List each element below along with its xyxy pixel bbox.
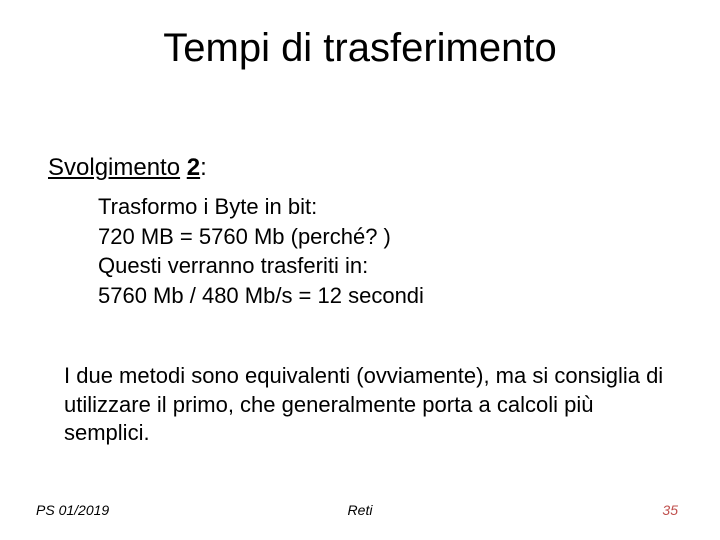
body-lines: Trasformo i Byte in bit: 720 MB = 5760 M… [98,192,424,311]
slide: Tempi di trasferimento Svolgimento 2: Tr… [0,0,720,540]
body-line: 720 MB = 5760 Mb (perché? ) [98,222,424,252]
body-line: 5760 Mb / 480 Mb/s = 12 secondi [98,281,424,311]
section-colon: : [200,154,207,181]
body-line: Questi verranno trasferiti in: [98,251,424,281]
slide-title: Tempi di trasferimento [0,26,720,71]
footer: PS 01/2019 Reti 35 [0,498,720,518]
section-label: Svolgimento [48,154,180,181]
body-line: Trasformo i Byte in bit: [98,192,424,222]
footer-center: Reti [348,502,373,518]
section-number: 2 [187,154,200,181]
footer-left: PS 01/2019 [36,502,109,518]
conclusion-text: I due metodi sono equivalenti (ovviament… [64,362,664,448]
section-heading: Svolgimento 2: [48,154,207,182]
footer-page-number: 35 [662,502,678,518]
